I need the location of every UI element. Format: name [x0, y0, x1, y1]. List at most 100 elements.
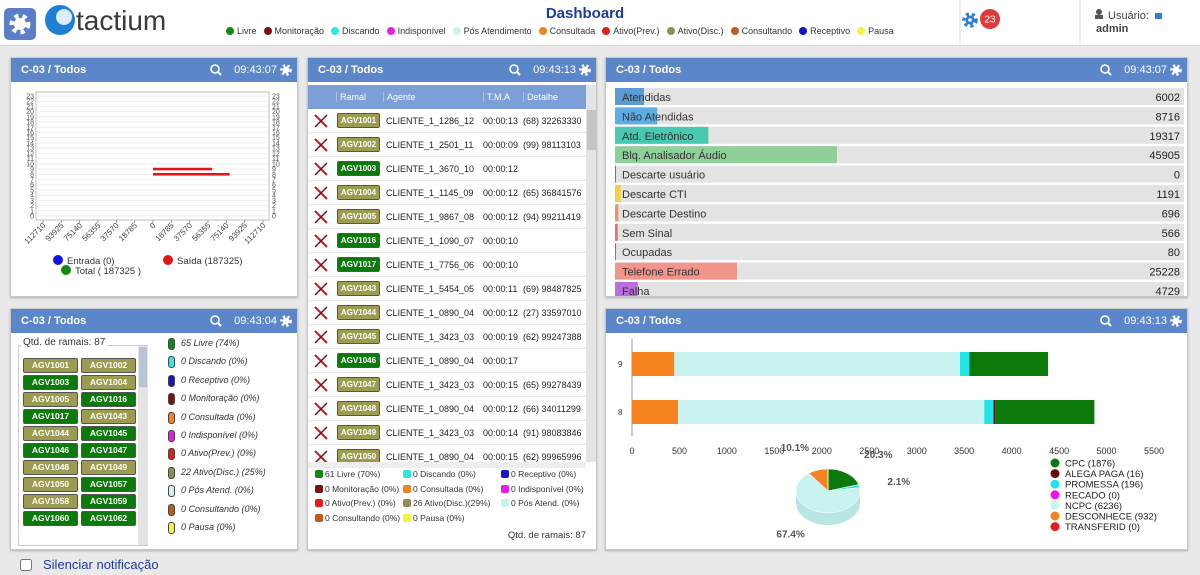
extension-badge[interactable]: AGV1017	[23, 409, 78, 424]
extension-badge[interactable]: AGV1058	[23, 494, 78, 509]
pie-label: 20.3%	[864, 450, 892, 461]
extension-badge[interactable]: AGV1001	[337, 113, 380, 128]
zoom-icon[interactable]	[210, 64, 222, 76]
scrollbar	[586, 85, 596, 462]
bar-label: Sem Sinal	[622, 228, 672, 240]
extension-badge[interactable]: AGV1047	[337, 377, 380, 392]
table-rows: AGV1001 CLIENTE_1_1286_12 00:00:13 (68) 322…	[308, 109, 586, 462]
bar-segment	[632, 352, 675, 376]
extension-badge[interactable]: AGV1043	[81, 409, 136, 424]
hangup-icon[interactable]	[314, 258, 328, 272]
hangup-icon[interactable]	[314, 114, 328, 128]
bar-segment	[960, 352, 970, 376]
hangup-icon[interactable]	[314, 186, 328, 200]
extension-badge[interactable]: AGV1060	[23, 511, 78, 526]
extension-badge[interactable]: AGV1043	[337, 281, 380, 296]
extension-badge[interactable]: AGV1017	[337, 257, 380, 272]
extension-badge[interactable]: AGV1048	[337, 401, 380, 416]
gear-icon[interactable]	[9, 13, 31, 35]
icon-stroke	[314, 258, 328, 272]
agent-name: CLIENTE_1_1145_09	[386, 188, 474, 198]
extension-badge[interactable]: AGV1059	[81, 494, 136, 509]
legend-item: Ativo(Disc.)	[666, 26, 724, 36]
bar-segment	[632, 400, 679, 424]
hangup-icon[interactable]	[314, 378, 328, 392]
extension-badge[interactable]: AGV1004	[81, 375, 136, 390]
mute-checkbox[interactable]	[20, 559, 32, 571]
extension-badge[interactable]: AGV1001	[23, 358, 78, 373]
extension-badge[interactable]: AGV1004	[337, 185, 380, 200]
icon-stroke	[314, 210, 328, 224]
detail: (94) 99211419	[523, 212, 581, 222]
gear-icon[interactable]	[1170, 64, 1182, 76]
extension-badge[interactable]: AGV1049	[81, 460, 136, 475]
extension-badge[interactable]: AGV1044	[23, 426, 78, 441]
extension-badge[interactable]: AGV1005	[337, 209, 380, 224]
gear-icon[interactable]	[280, 64, 292, 76]
extension-badge[interactable]: AGV1050	[337, 449, 380, 462]
extension-badge[interactable]: AGV1044	[337, 305, 380, 320]
extension-badge[interactable]: AGV1003	[337, 161, 380, 176]
extension-badge[interactable]: AGV1002	[337, 137, 380, 152]
legend-dot	[1050, 469, 1060, 479]
hangup-icon[interactable]	[314, 450, 328, 462]
extension-badge[interactable]: AGV1049	[337, 425, 380, 440]
settings-button[interactable]	[4, 8, 36, 40]
mute-label[interactable]: Silenciar notificação	[43, 557, 159, 572]
hangup-icon[interactable]	[314, 138, 328, 152]
status-swatch	[168, 466, 175, 479]
table-row	[308, 229, 586, 253]
hangup-icon[interactable]	[314, 354, 328, 368]
legend-dot	[331, 27, 340, 35]
hangup-icon[interactable]	[314, 282, 328, 296]
extension-badge[interactable]: AGV1016	[81, 392, 136, 407]
hangup-icon[interactable]	[314, 234, 328, 248]
hangup-icon[interactable]	[314, 330, 328, 344]
y2-tick-label: 14	[272, 140, 280, 147]
hangup-icon[interactable]	[314, 426, 328, 440]
hangup-icon[interactable]	[314, 210, 328, 224]
notification-badge[interactable]	[980, 9, 1000, 29]
x-tick-label: 112710	[243, 221, 268, 246]
extension-badge[interactable]: AGV1047	[81, 443, 136, 458]
x-tick-label: 1000	[717, 446, 737, 456]
gear-icon[interactable]	[280, 315, 292, 327]
extension-badge[interactable]: AGV1057	[81, 477, 136, 492]
table-row	[308, 325, 586, 349]
panel-header: C-03 / Todos 09:43:07	[11, 58, 297, 82]
legend-label: Pós Atendimento	[463, 26, 532, 36]
zoom-icon[interactable]	[1100, 315, 1112, 327]
bar	[615, 262, 738, 280]
extension-badge[interactable]: AGV1050	[23, 477, 78, 492]
gear-icon[interactable]	[962, 12, 978, 28]
extension-badge[interactable]: AGV1045	[337, 329, 380, 344]
agent-name: CLIENTE_1_0890_04	[386, 452, 475, 462]
zoom-icon[interactable]	[1100, 64, 1112, 76]
gear-icon[interactable]	[579, 64, 591, 76]
hangup-icon[interactable]	[314, 306, 328, 320]
gear-icon[interactable]	[1170, 315, 1182, 327]
extension-badge[interactable]: AGV1046	[23, 443, 78, 458]
extension-badge[interactable]: AGV1016	[337, 233, 380, 248]
zoom-icon[interactable]	[509, 64, 521, 76]
status-swatch	[168, 503, 175, 516]
hangup-icon[interactable]	[314, 162, 328, 176]
extension-badge[interactable]: AGV1062	[81, 511, 136, 526]
row-track	[615, 126, 1184, 144]
legend-label: PROMESSA (196)	[1065, 480, 1143, 491]
legend-dot	[1050, 479, 1060, 489]
extension-badge[interactable]: AGV1003	[23, 375, 78, 390]
legend-label: Consultada	[549, 26, 596, 36]
detail: (65) 99278439	[523, 380, 582, 390]
extension-badge[interactable]: AGV1048	[23, 460, 78, 475]
hangup-icon[interactable]	[314, 402, 328, 416]
y-tick-label: 1	[30, 208, 34, 215]
extension-badge[interactable]: AGV1046	[337, 353, 380, 368]
extension-badge[interactable]: AGV1005	[23, 392, 78, 407]
extension-badge[interactable]: AGV1045	[81, 426, 136, 441]
y-tick-label: 17	[26, 125, 34, 132]
extension-badge[interactable]: AGV1002	[81, 358, 136, 373]
zoom-icon[interactable]	[210, 315, 222, 327]
bar-segment	[993, 400, 996, 424]
status-label: 0 Discando (0%)	[413, 469, 476, 479]
